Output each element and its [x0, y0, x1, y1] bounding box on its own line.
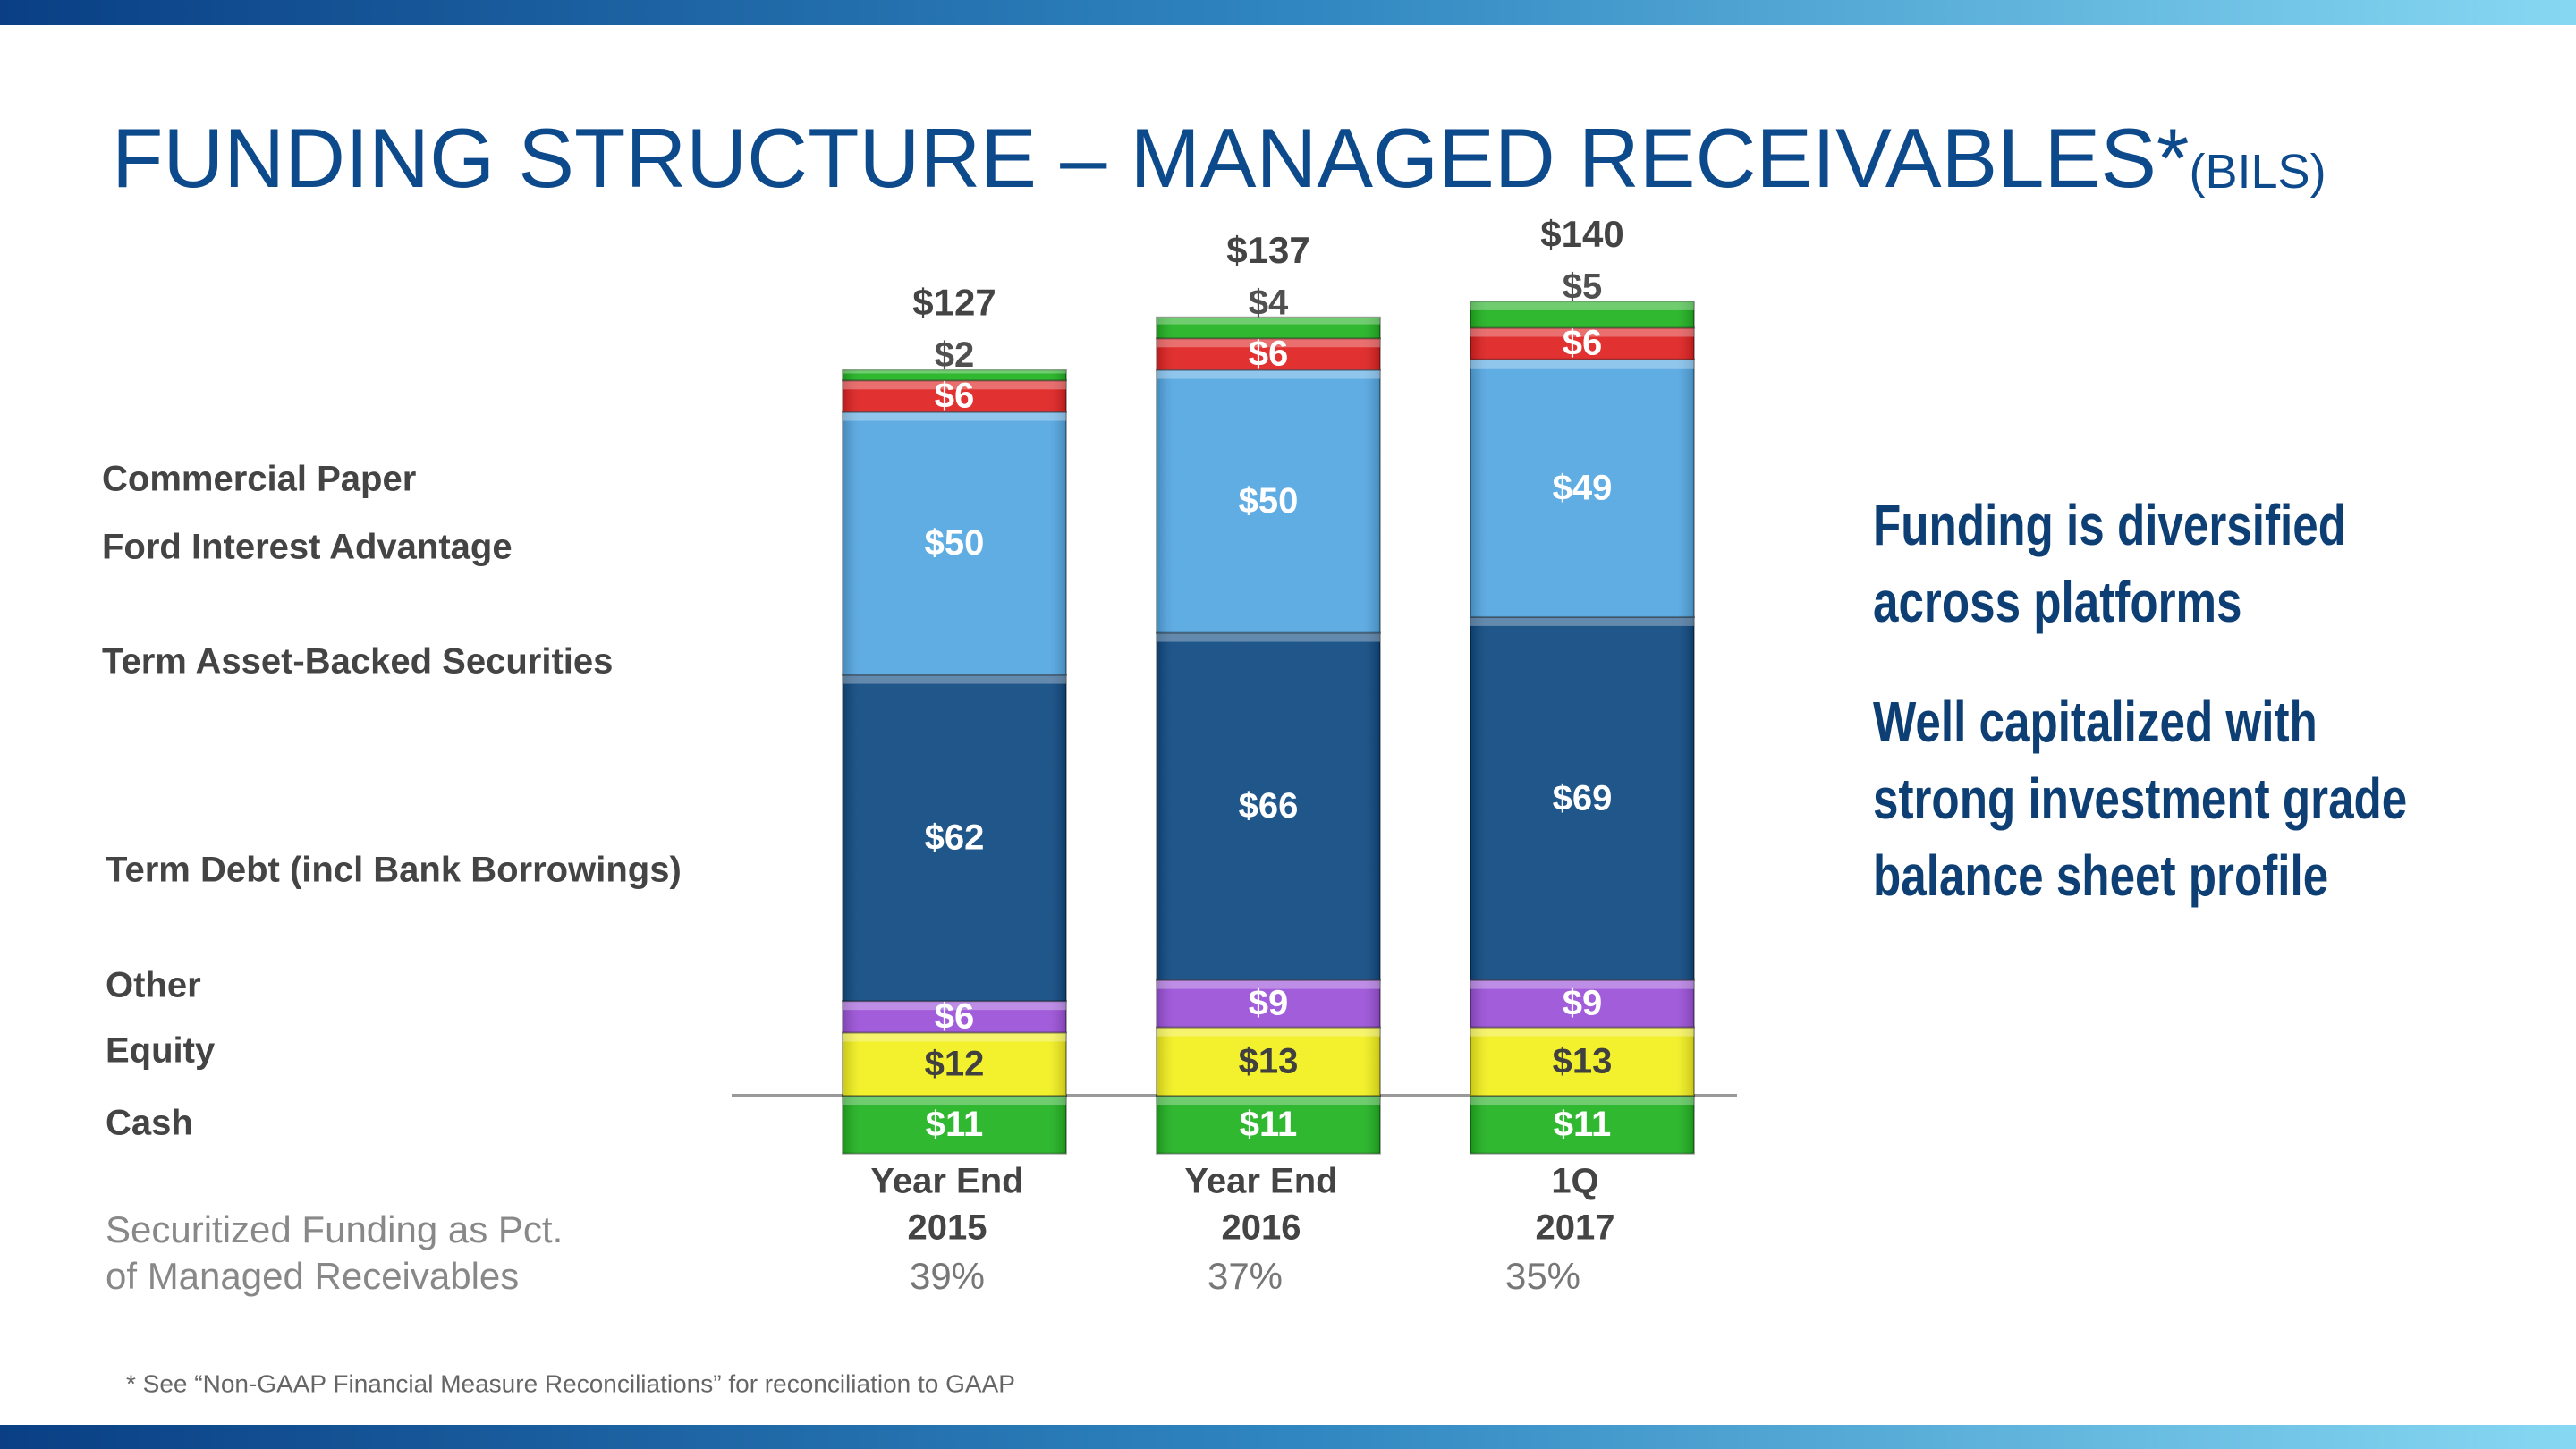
- legend-label: Commercial Paper: [102, 460, 416, 499]
- side-text-line: Well capitalized with: [1873, 691, 2318, 755]
- bar-highlight: [843, 1032, 1066, 1042]
- bar-shine: [843, 1096, 1066, 1154]
- bar-shine: [1157, 632, 1380, 980]
- bar-highlight: [1470, 327, 1694, 337]
- bar-highlight: [843, 1001, 1066, 1011]
- bar-highlight: [843, 380, 1066, 390]
- bar-highlight: [1157, 1096, 1380, 1105]
- x-tick-label: 1Q: [1551, 1162, 1598, 1201]
- bar-shine: [1470, 1096, 1694, 1154]
- bar-shine: [843, 1032, 1066, 1096]
- footnote: * See “Non-GAAP Financial Measure Reconc…: [126, 1369, 1015, 1397]
- x-tick-label: Year End: [870, 1162, 1023, 1201]
- securitized-value: 39%: [910, 1255, 985, 1297]
- data-label: $4: [1249, 283, 1289, 322]
- top-band: [0, 0, 2576, 25]
- bar-highlight: [1470, 1027, 1694, 1037]
- data-label: $62: [925, 818, 985, 857]
- bar-shine: [1157, 317, 1380, 339]
- data-label: $6: [1249, 334, 1289, 373]
- bar-highlight: [843, 674, 1066, 684]
- side-text-line: strong investment grade: [1873, 768, 2407, 832]
- data-label: $6: [935, 996, 975, 1036]
- bar-shine: [843, 369, 1066, 381]
- bar-highlight: [1470, 301, 1694, 310]
- bar-shine: [1470, 301, 1694, 328]
- x-tick-label: 2016: [1222, 1208, 1301, 1248]
- data-label: $9: [1563, 984, 1603, 1023]
- total-label: $140: [1540, 213, 1623, 255]
- legend-label: Term Asset-Backed Securities: [102, 642, 613, 682]
- legend-label: Cash: [106, 1104, 193, 1143]
- bar-highlight: [1157, 369, 1380, 379]
- x-tick-label: Year End: [1184, 1162, 1337, 1201]
- data-label: $66: [1239, 786, 1299, 826]
- total-label: $127: [912, 282, 996, 324]
- data-label: $6: [935, 377, 975, 416]
- bottom-band: [0, 1425, 2576, 1449]
- bar-shine: [1157, 338, 1380, 370]
- bar-shine: [843, 674, 1066, 1002]
- data-label: $50: [925, 523, 985, 563]
- title-unit: (BILS): [2190, 145, 2326, 199]
- data-label: $13: [1553, 1041, 1613, 1080]
- x-tick-label: 2017: [1536, 1208, 1615, 1248]
- side-text-line: balance sheet profile: [1873, 845, 2328, 909]
- bar-highlight: [1157, 338, 1380, 348]
- bar-shine: [843, 380, 1066, 412]
- side-text-line: across platforms: [1873, 572, 2241, 635]
- total-label: $137: [1226, 229, 1309, 271]
- securitized-value: 37%: [1208, 1255, 1283, 1297]
- data-label: $5: [1563, 267, 1603, 307]
- bar-highlight: [1157, 317, 1380, 325]
- bar-highlight: [1157, 632, 1380, 642]
- data-label: $50: [1239, 481, 1299, 521]
- bar-highlight: [1470, 979, 1694, 989]
- bar-shine: [1470, 616, 1694, 980]
- bar-shine: [1157, 979, 1380, 1028]
- data-label: $11: [1240, 1105, 1298, 1144]
- bar-highlight: [1470, 359, 1694, 369]
- bar-highlight: [843, 1096, 1066, 1105]
- legend-label: Equity: [106, 1031, 216, 1071]
- bar-highlight: [843, 411, 1066, 421]
- bar-shine: [843, 411, 1066, 675]
- bar-shine: [1157, 1027, 1380, 1096]
- title: FUNDING STRUCTURE – MANAGED RECEIVABLES*…: [112, 111, 2326, 205]
- data-label: $13: [1239, 1041, 1299, 1080]
- bar-shine: [1470, 979, 1694, 1028]
- data-label: $9: [1249, 984, 1289, 1023]
- bar-highlight: [1470, 1096, 1694, 1105]
- data-label: $11: [1554, 1105, 1612, 1144]
- bar-highlight: [1157, 979, 1380, 989]
- data-label: $12: [925, 1044, 985, 1083]
- bar-shine: [1470, 359, 1694, 617]
- title-main: FUNDING STRUCTURE – MANAGED RECEIVABLES*: [112, 111, 2190, 205]
- legend-label: Term Debt (incl Bank Borrowings): [106, 851, 682, 890]
- securitized-label: of Managed Receivables: [106, 1255, 519, 1297]
- x-tick-label: 2015: [908, 1208, 987, 1248]
- legend-label: Ford Interest Advantage: [102, 528, 513, 567]
- side-text-line: Funding is diversified: [1873, 495, 2346, 558]
- side-text: Funding is diversified across platforms We…: [1873, 495, 2407, 909]
- data-label: $6: [1563, 324, 1603, 363]
- bar-highlight: [1157, 1027, 1380, 1037]
- data-label: $69: [1553, 778, 1613, 818]
- data-label: $49: [1553, 468, 1613, 507]
- bar-shine: [843, 1001, 1066, 1033]
- bar-highlight: [843, 369, 1066, 374]
- data-label: $11: [926, 1105, 984, 1144]
- securitized-value: 35%: [1505, 1255, 1580, 1297]
- bar-shine: [1157, 1096, 1380, 1154]
- bar-highlight: [1470, 616, 1694, 626]
- bar-shine: [1470, 1027, 1694, 1096]
- securitized-label: Securitized Funding as Pct.: [106, 1208, 563, 1250]
- bar-shine: [1157, 369, 1380, 633]
- bar-shine: [1470, 327, 1694, 360]
- legend-label: Other: [106, 966, 201, 1005]
- data-label: $2: [935, 335, 975, 375]
